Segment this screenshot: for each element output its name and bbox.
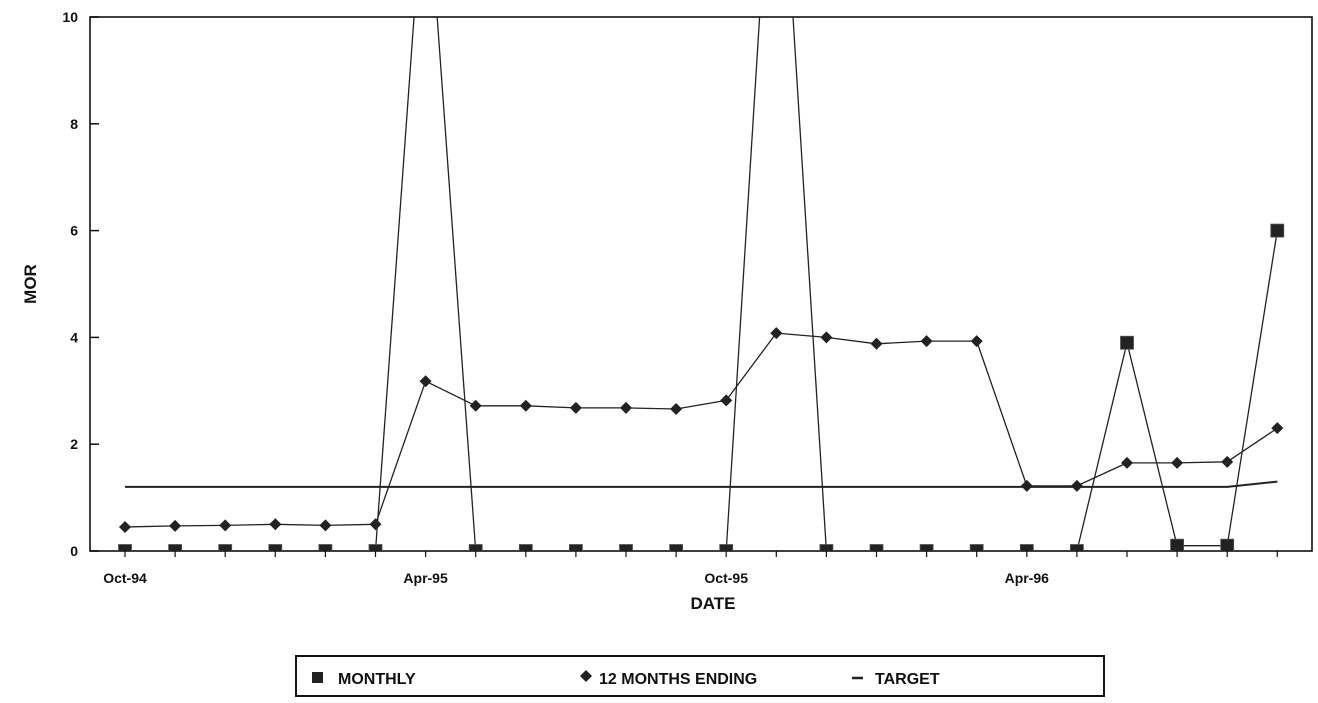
data-point-monthly xyxy=(569,544,583,551)
data-point-12-months-ending xyxy=(920,335,933,348)
y-tick-label: 8 xyxy=(70,116,78,132)
data-point-monthly xyxy=(1270,223,1285,238)
data-point-monthly xyxy=(518,544,533,551)
data-point-12-months-ending xyxy=(369,518,382,531)
data-point-monthly xyxy=(1070,544,1084,551)
data-point-12-months-ending xyxy=(720,394,733,407)
data-point-monthly xyxy=(218,544,233,551)
data-point-monthly xyxy=(1120,335,1134,350)
data-point-12-months-ending xyxy=(1070,479,1083,492)
data-point-12-months-ending xyxy=(1020,479,1033,492)
data-point-monthly xyxy=(669,544,683,551)
x-tick-label: Oct-95 xyxy=(704,570,748,586)
y-tick-label: 2 xyxy=(70,436,78,452)
data-point-monthly xyxy=(919,544,934,551)
legend-12-months-ending-marker xyxy=(580,670,592,682)
data-point-monthly xyxy=(869,544,884,551)
x-axis-title: DATE xyxy=(690,594,735,613)
data-point-12-months-ending xyxy=(1121,456,1133,469)
data-point-monthly xyxy=(1220,538,1235,551)
data-point-12-months-ending xyxy=(269,518,282,531)
series-layer xyxy=(118,17,1285,551)
data-point-12-months-ending xyxy=(169,519,182,532)
data-point-12-months-ending xyxy=(770,327,783,340)
series-line-target xyxy=(125,480,1278,488)
data-point-monthly xyxy=(268,544,283,551)
plot-frame xyxy=(89,16,1313,552)
data-point-12-months-ending xyxy=(820,331,833,344)
data-point-12-months-ending xyxy=(119,520,131,533)
data-point-monthly xyxy=(969,544,984,551)
data-point-12-months-ending xyxy=(970,335,983,348)
legend-box xyxy=(295,655,1105,697)
legend-monthly-label: MONTHLY xyxy=(338,671,416,688)
x-tick-label: Oct-94 xyxy=(103,570,147,586)
data-point-12-months-ending xyxy=(569,401,582,414)
y-tick-label: 0 xyxy=(70,543,78,559)
y-tick-label: 6 xyxy=(70,223,78,239)
series-line-12-months-ending xyxy=(124,332,1278,528)
data-point-12-months-ending xyxy=(219,519,232,532)
x-tick-label: Apr-95 xyxy=(403,570,448,586)
data-point-12-months-ending xyxy=(670,402,683,415)
series-monthly xyxy=(118,17,1285,551)
data-point-12-months-ending xyxy=(519,399,532,412)
data-point-monthly xyxy=(468,544,483,551)
data-point-monthly xyxy=(368,544,383,551)
legend-12-months-ending-label: 12 MONTHS ENDING xyxy=(599,671,757,688)
data-point-12-months-ending xyxy=(419,375,432,388)
series-target xyxy=(125,480,1278,488)
y-tick-label: 10 xyxy=(62,9,78,25)
y-axis-ticks: 0 2 4 6 8 10 xyxy=(62,9,99,559)
legend-target-label: TARGET xyxy=(875,671,940,688)
legend-monthly-marker xyxy=(312,672,323,683)
series-12-months-ending xyxy=(119,327,1284,533)
data-point-12-months-ending xyxy=(620,401,632,414)
data-point-12-months-ending xyxy=(319,519,332,532)
data-point-monthly xyxy=(1170,538,1184,551)
data-point-monthly xyxy=(619,544,633,551)
data-point-monthly xyxy=(1019,544,1034,551)
data-point-12-months-ending xyxy=(1171,456,1184,469)
legend: MONTHLY 12 MONTHS ENDING TARGET xyxy=(295,655,1105,697)
data-point-monthly xyxy=(118,544,132,551)
y-axis-title: MOR xyxy=(21,264,40,304)
data-point-monthly xyxy=(719,544,734,551)
data-point-monthly xyxy=(819,544,834,551)
data-point-monthly xyxy=(168,544,183,551)
data-point-12-months-ending xyxy=(469,399,482,412)
data-point-12-months-ending xyxy=(1221,455,1234,468)
x-tick-label: Apr-96 xyxy=(1005,570,1050,586)
x-axis-ticks: Oct-94 Apr-95 Oct-95 Apr-96 xyxy=(103,551,1278,586)
series-line-monthly xyxy=(125,17,1278,551)
data-point-monthly xyxy=(318,544,333,551)
data-point-12-months-ending xyxy=(1271,422,1284,435)
data-point-12-months-ending xyxy=(870,337,883,350)
y-tick-label: 4 xyxy=(70,329,78,345)
